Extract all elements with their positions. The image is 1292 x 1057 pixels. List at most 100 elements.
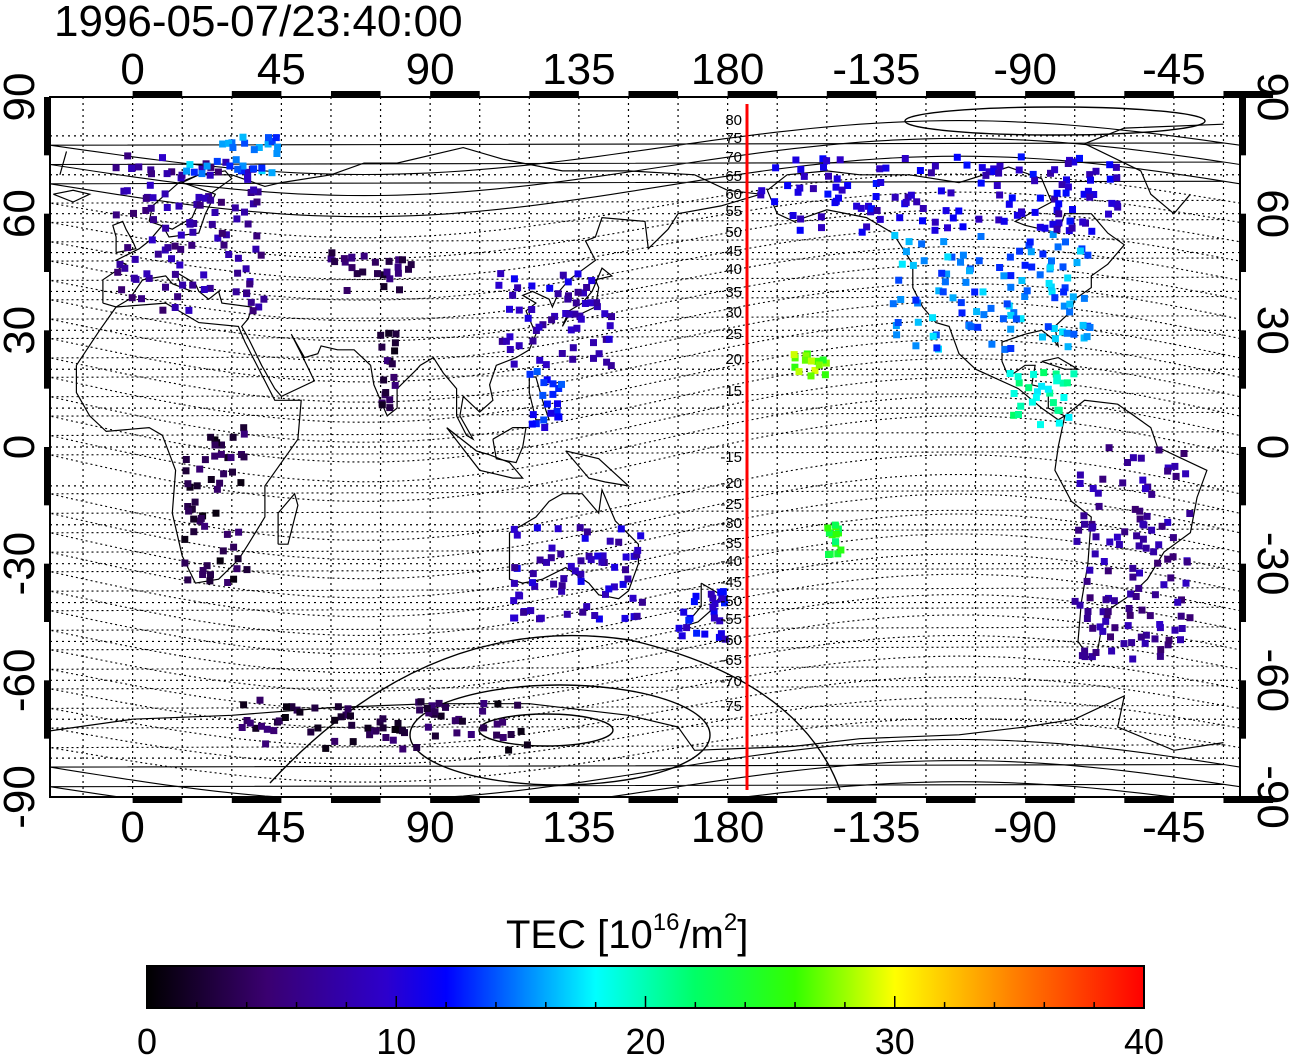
tec-point xyxy=(813,357,821,365)
x-tick-label: 135 xyxy=(542,803,615,852)
tec-point xyxy=(1000,272,1008,280)
x-tick-label: -90 xyxy=(993,45,1057,94)
tec-point xyxy=(971,288,979,296)
contour-line xyxy=(50,357,1240,443)
tec-point xyxy=(542,361,550,369)
tec-point xyxy=(955,207,963,215)
tec-point xyxy=(1037,421,1044,429)
tec-point xyxy=(423,705,431,712)
tec-point xyxy=(128,294,136,302)
tec-point xyxy=(225,139,233,147)
tec-point xyxy=(832,530,840,538)
contour-label: 70 xyxy=(725,149,742,166)
tec-point xyxy=(1061,284,1069,292)
tec-point xyxy=(1069,293,1077,301)
x-tick-label: 180 xyxy=(691,803,764,852)
tec-point xyxy=(872,193,880,200)
tec-point xyxy=(230,543,238,551)
y-tick-label: 30 xyxy=(1248,306,1292,355)
tec-point xyxy=(1025,384,1033,392)
tec-point xyxy=(1120,640,1128,648)
tec-point xyxy=(214,234,222,242)
colorbar-tick-label: 40 xyxy=(1124,1021,1164,1057)
tec-point xyxy=(1108,647,1116,655)
contour-line xyxy=(50,697,1240,765)
tec-point xyxy=(791,363,799,371)
tec-point xyxy=(536,356,544,364)
contour-line xyxy=(50,339,1240,423)
tec-point xyxy=(541,424,549,431)
tec-point xyxy=(606,537,614,545)
tec-point xyxy=(499,734,507,741)
tec-point xyxy=(265,134,272,142)
tec-point xyxy=(394,719,402,727)
x-tick-label: -135 xyxy=(832,803,920,852)
y-tick-label: -60 xyxy=(0,649,44,713)
tec-point xyxy=(331,737,339,745)
tec-point xyxy=(148,170,155,178)
tec-point xyxy=(234,269,242,277)
tec-point xyxy=(675,624,683,632)
tec-point xyxy=(1063,176,1070,184)
tec-point xyxy=(1086,193,1094,201)
tec-point xyxy=(428,702,436,710)
tec-point xyxy=(1044,385,1052,393)
tec-point xyxy=(1107,633,1114,641)
tec-point xyxy=(386,275,394,283)
tec-point xyxy=(938,269,946,277)
tec-point xyxy=(629,594,637,602)
antarctica-coast xyxy=(50,694,1224,751)
tec-point xyxy=(577,570,585,578)
contour-label: 50 xyxy=(725,224,742,241)
tec-point xyxy=(1084,251,1092,259)
tec-point xyxy=(535,323,543,331)
tec-point xyxy=(206,171,214,179)
tec-point xyxy=(1051,294,1059,302)
tec-point xyxy=(1103,611,1111,619)
tec-point xyxy=(1177,612,1185,620)
tec-point xyxy=(916,167,924,174)
tec-point xyxy=(982,171,990,179)
tec-point xyxy=(1045,279,1053,287)
tec-point xyxy=(238,724,246,731)
tec-point xyxy=(399,256,406,264)
tec-point xyxy=(949,214,957,222)
tec-point xyxy=(231,204,239,212)
tec-point xyxy=(891,231,899,239)
tec-point xyxy=(451,717,459,725)
tec-point xyxy=(1075,526,1083,534)
tec-point xyxy=(559,271,567,279)
tec-point xyxy=(547,554,555,562)
tec-point xyxy=(135,163,143,171)
tec-point xyxy=(1121,528,1129,536)
tec-point xyxy=(1036,271,1044,279)
tec-point xyxy=(214,168,222,176)
frame-bar xyxy=(1223,796,1274,803)
tec-point xyxy=(1089,523,1097,531)
tec-point xyxy=(572,299,580,307)
tec-point xyxy=(1129,573,1137,581)
contour-label: 40 xyxy=(725,261,742,278)
tec-point xyxy=(184,503,192,510)
contour-line xyxy=(50,553,1240,637)
tec-point xyxy=(220,470,228,478)
tec-point xyxy=(701,630,709,638)
x-tick-label: 180 xyxy=(691,45,764,94)
contour-label: 80 xyxy=(725,112,742,129)
frame-bar xyxy=(1223,91,1274,98)
tec-point xyxy=(229,433,237,441)
tec-point xyxy=(1078,652,1086,660)
tec-point xyxy=(919,217,926,225)
tec-point xyxy=(203,162,211,170)
tec-point xyxy=(147,204,155,212)
tec-point xyxy=(1079,321,1087,329)
tec-point xyxy=(348,264,356,272)
tec-point xyxy=(536,556,544,564)
tec-point xyxy=(853,202,861,210)
tec-point xyxy=(425,709,433,717)
tec-point xyxy=(1052,370,1060,378)
tec-point xyxy=(832,538,839,546)
tec-point xyxy=(1064,343,1072,351)
tec-point xyxy=(608,313,615,321)
contour-label: 20 xyxy=(725,351,742,368)
